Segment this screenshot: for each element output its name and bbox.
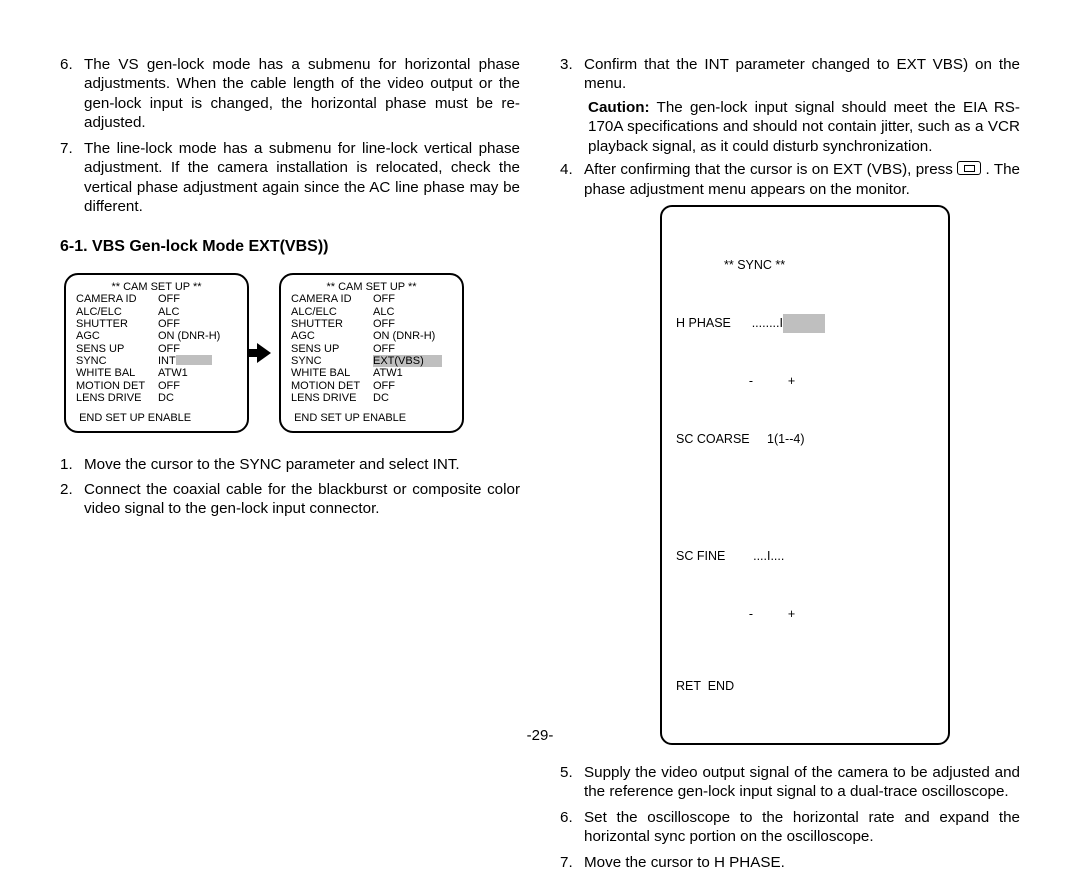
menu-title: ** CAM SET UP ** [291, 281, 452, 293]
list-text: Supply the video output signal of the ca… [584, 763, 1020, 802]
list-item: 5. Supply the video output signal of the… [560, 763, 1020, 802]
sync-title: ** SYNC ** [676, 256, 934, 275]
list-number: 1. [60, 455, 84, 474]
caution-text: The gen-lock input signal should meet th… [588, 99, 1020, 155]
list-number: 7. [60, 139, 84, 217]
list-item: 7. The line-lock mode has a submenu for … [60, 139, 520, 217]
sync-footer: RET END [676, 677, 934, 696]
sync-row: SC COARSE 1(1--4) [676, 430, 934, 449]
sync-row: SYNCINT [76, 355, 237, 367]
list-text: Set the oscilloscope to the horizontal r… [584, 808, 1020, 847]
menu-diagrams: ** CAM SET UP ** CAMERA IDOFF ALC/ELCALC… [64, 273, 520, 432]
list-item: 1. Move the cursor to the SYNC parameter… [60, 455, 520, 474]
sync-row: - + [676, 372, 934, 391]
page: 6. The VS gen-lock mode has a submenu fo… [0, 0, 1080, 758]
menu-title: ** CAM SET UP ** [76, 281, 237, 293]
highlight-icon [783, 314, 825, 333]
list-number: 2. [60, 480, 84, 519]
list-item: 3. Confirm that the INT parameter change… [560, 55, 1020, 94]
list-text: Confirm that the INT parameter changed t… [584, 55, 1020, 94]
list-item: 7. Move the cursor to H PHASE. [560, 853, 1020, 872]
button-icon [957, 161, 981, 175]
list-item: 4. After confirming that the cursor is o… [560, 160, 1020, 199]
menu-footer: END SET UP ENABLE [76, 412, 237, 424]
list-text: Connect the coaxial cable for the blackb… [84, 480, 520, 519]
sync-row: H PHASE ........I [676, 314, 934, 333]
list-item: 2. Connect the coaxial cable for the bla… [60, 480, 520, 519]
left-column: 6. The VS gen-lock mode has a submenu fo… [60, 55, 520, 758]
list-text: Move the cursor to the SYNC parameter an… [84, 455, 520, 474]
caution-block: Caution: The gen-lock input signal shoul… [588, 98, 1020, 156]
list-item: 6. The VS gen-lock mode has a submenu fo… [60, 55, 520, 133]
highlight-icon: EXT(VBS) [373, 355, 442, 367]
menu-footer: END SET UP ENABLE [291, 412, 452, 424]
highlight-icon [176, 355, 212, 365]
list-number: 7. [560, 853, 584, 872]
section-heading: 6-1. VBS Gen-lock Mode EXT(VBS)) [60, 237, 520, 257]
list-item: 6. Set the oscilloscope to the horizonta… [560, 808, 1020, 847]
list-number: 4. [560, 160, 584, 199]
sync-menu: ** SYNC ** H PHASE ........I - + SC COAR… [660, 205, 950, 745]
list-number: 6. [60, 55, 84, 133]
sync-row [676, 488, 934, 507]
list-text: Move the cursor to H PHASE. [584, 853, 1020, 872]
cam-setup-menu-before: ** CAM SET UP ** CAMERA IDOFF ALC/ELCALC… [64, 273, 249, 432]
right-column: 3. Confirm that the INT parameter change… [560, 55, 1020, 758]
caution-label: Caution: [588, 99, 650, 116]
list-text: After confirming that the cursor is on E… [584, 160, 1020, 199]
page-number: -29- [0, 727, 1080, 744]
list-number: 3. [560, 55, 584, 94]
list-text: The line-lock mode has a submenu for lin… [84, 139, 520, 217]
list-number: 6. [560, 808, 584, 847]
list-text: The VS gen-lock mode has a submenu for h… [84, 55, 520, 133]
arrow-right-icon [257, 343, 271, 363]
sync-row: - + [676, 605, 934, 624]
sync-row: SC FINE ....I.... [676, 547, 934, 566]
sync-row: SYNCEXT(VBS) [291, 355, 452, 367]
list-number: 5. [560, 763, 584, 802]
cam-setup-menu-after: ** CAM SET UP ** CAMERA IDOFF ALC/ELCALC… [279, 273, 464, 432]
